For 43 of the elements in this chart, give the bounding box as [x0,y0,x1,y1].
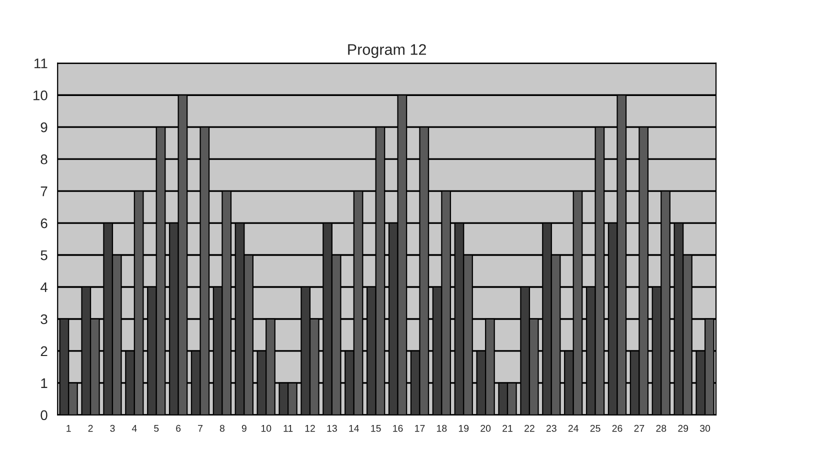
x-tick-label: 7 [198,425,202,432]
y-tick-label: 6 [40,218,48,228]
x-tick-label: 28 [656,424,666,432]
x-tick-label: 24 [568,424,578,432]
x-tick-label: 13 [327,424,337,432]
x-tick-label: 9 [242,424,246,432]
x-tick-label: 20 [480,424,491,432]
x-tick-label: 1 [66,425,71,432]
x-tick-label: 8 [220,424,224,432]
x-tick-label: 12 [305,424,315,432]
x-tick-label: 2 [88,424,93,432]
y-tick-label: 5 [40,250,48,260]
y-tick-label: 4 [40,282,48,292]
x-tick-label: 10 [261,424,272,432]
y-tick-label: 3 [40,314,48,324]
x-tick-label: 5 [154,425,159,432]
x-tick-label: 14 [349,425,360,432]
x-tick-label: 3 [110,424,115,432]
x-tick-label: 25 [590,424,600,432]
y-tick-label: 0 [40,410,48,420]
x-tick-label: 16 [393,424,403,432]
y-tick-label: 9 [40,122,48,132]
x-tick-label: 4 [132,425,137,432]
x-tick-label: 21 [502,424,512,432]
y-tick-label: 10 [34,90,48,100]
chart-title: Program 12 [348,44,426,58]
x-tick-label: 18 [437,424,447,432]
x-tick-label: 11 [284,425,293,432]
x-tick-label: 6 [176,424,181,432]
x-tick-label: 22 [524,424,534,432]
y-tick-label: 11 [34,58,48,68]
x-tick-label: 27 [634,424,644,432]
x-tick-label: 15 [371,425,381,432]
x-tick-label: 29 [678,424,688,432]
y-tick-label: 7 [40,186,48,196]
y-tick-label: 1 [41,378,48,388]
x-tick-label: 26 [612,424,622,432]
y-tick-label: 2 [40,346,48,356]
x-tick-label: 30 [700,424,710,432]
x-tick-label: 17 [415,425,425,432]
x-tick-label: 23 [546,424,556,432]
y-tick-label: 8 [40,154,48,164]
x-tick-label: 19 [458,424,469,432]
